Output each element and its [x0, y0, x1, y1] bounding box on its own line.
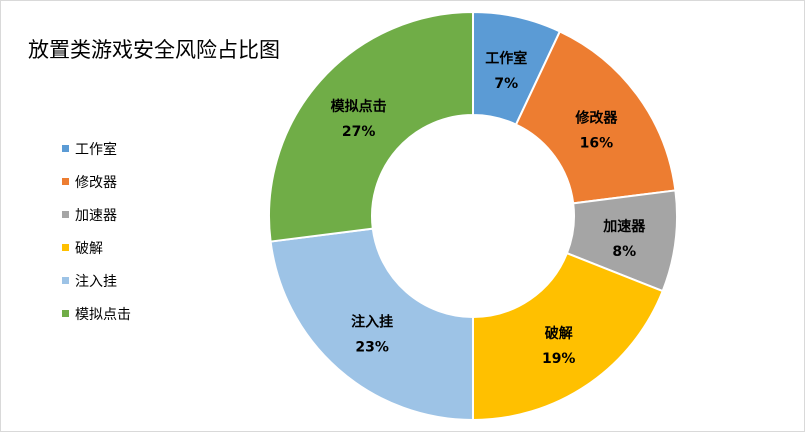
slice-category-label: 工作室	[485, 50, 527, 67]
slice-category-label: 修改器	[574, 109, 618, 126]
slice-value-label: 19%	[542, 351, 576, 367]
donut-slice	[472, 251, 664, 422]
slice-category-label: 加速器	[602, 218, 646, 235]
slice-category-label: 破解	[545, 325, 573, 342]
legend-swatch	[62, 244, 69, 251]
chart-legend: 工作室 修改器 加速器 破解 注入挂 模拟点击	[62, 132, 131, 330]
legend-label: 修改器	[75, 174, 117, 191]
legend-item: 注入挂	[62, 264, 131, 297]
legend-item: 加速器	[62, 198, 131, 231]
slice-category-label: 模拟点击	[331, 98, 387, 115]
slice-value-label: 23%	[355, 339, 389, 355]
legend-swatch	[62, 211, 69, 218]
legend-swatch	[62, 178, 69, 185]
legend-label: 工作室	[75, 141, 117, 158]
chart-title: 放置类游戏安全风险占比图	[28, 38, 280, 62]
legend-swatch	[62, 310, 69, 317]
legend-item: 工作室	[62, 132, 131, 165]
legend-label: 注入挂	[75, 273, 117, 290]
legend-label: 破解	[75, 240, 103, 257]
slice-labels: 工作室 7% 修改器 16% 加速器 8% 破解 19% 注入挂 23% 模拟点击 27%	[331, 50, 647, 367]
slice-value-label: 7%	[494, 76, 518, 92]
legend-item: 模拟点击	[62, 297, 131, 330]
legend-label: 加速器	[75, 207, 117, 224]
legend-swatch	[62, 277, 69, 284]
slice-value-label: 27%	[342, 124, 376, 140]
slice-category-label: 注入挂	[351, 313, 393, 330]
legend-item: 修改器	[62, 165, 131, 198]
legend-item: 破解	[62, 231, 131, 264]
donut-slice	[514, 30, 677, 205]
legend-swatch	[62, 145, 69, 152]
donut-slice	[269, 227, 474, 422]
legend-label: 模拟点击	[75, 306, 131, 323]
donut-slice	[268, 10, 474, 243]
slice-value-label: 16%	[580, 135, 614, 151]
slice-value-label: 8%	[612, 244, 636, 260]
